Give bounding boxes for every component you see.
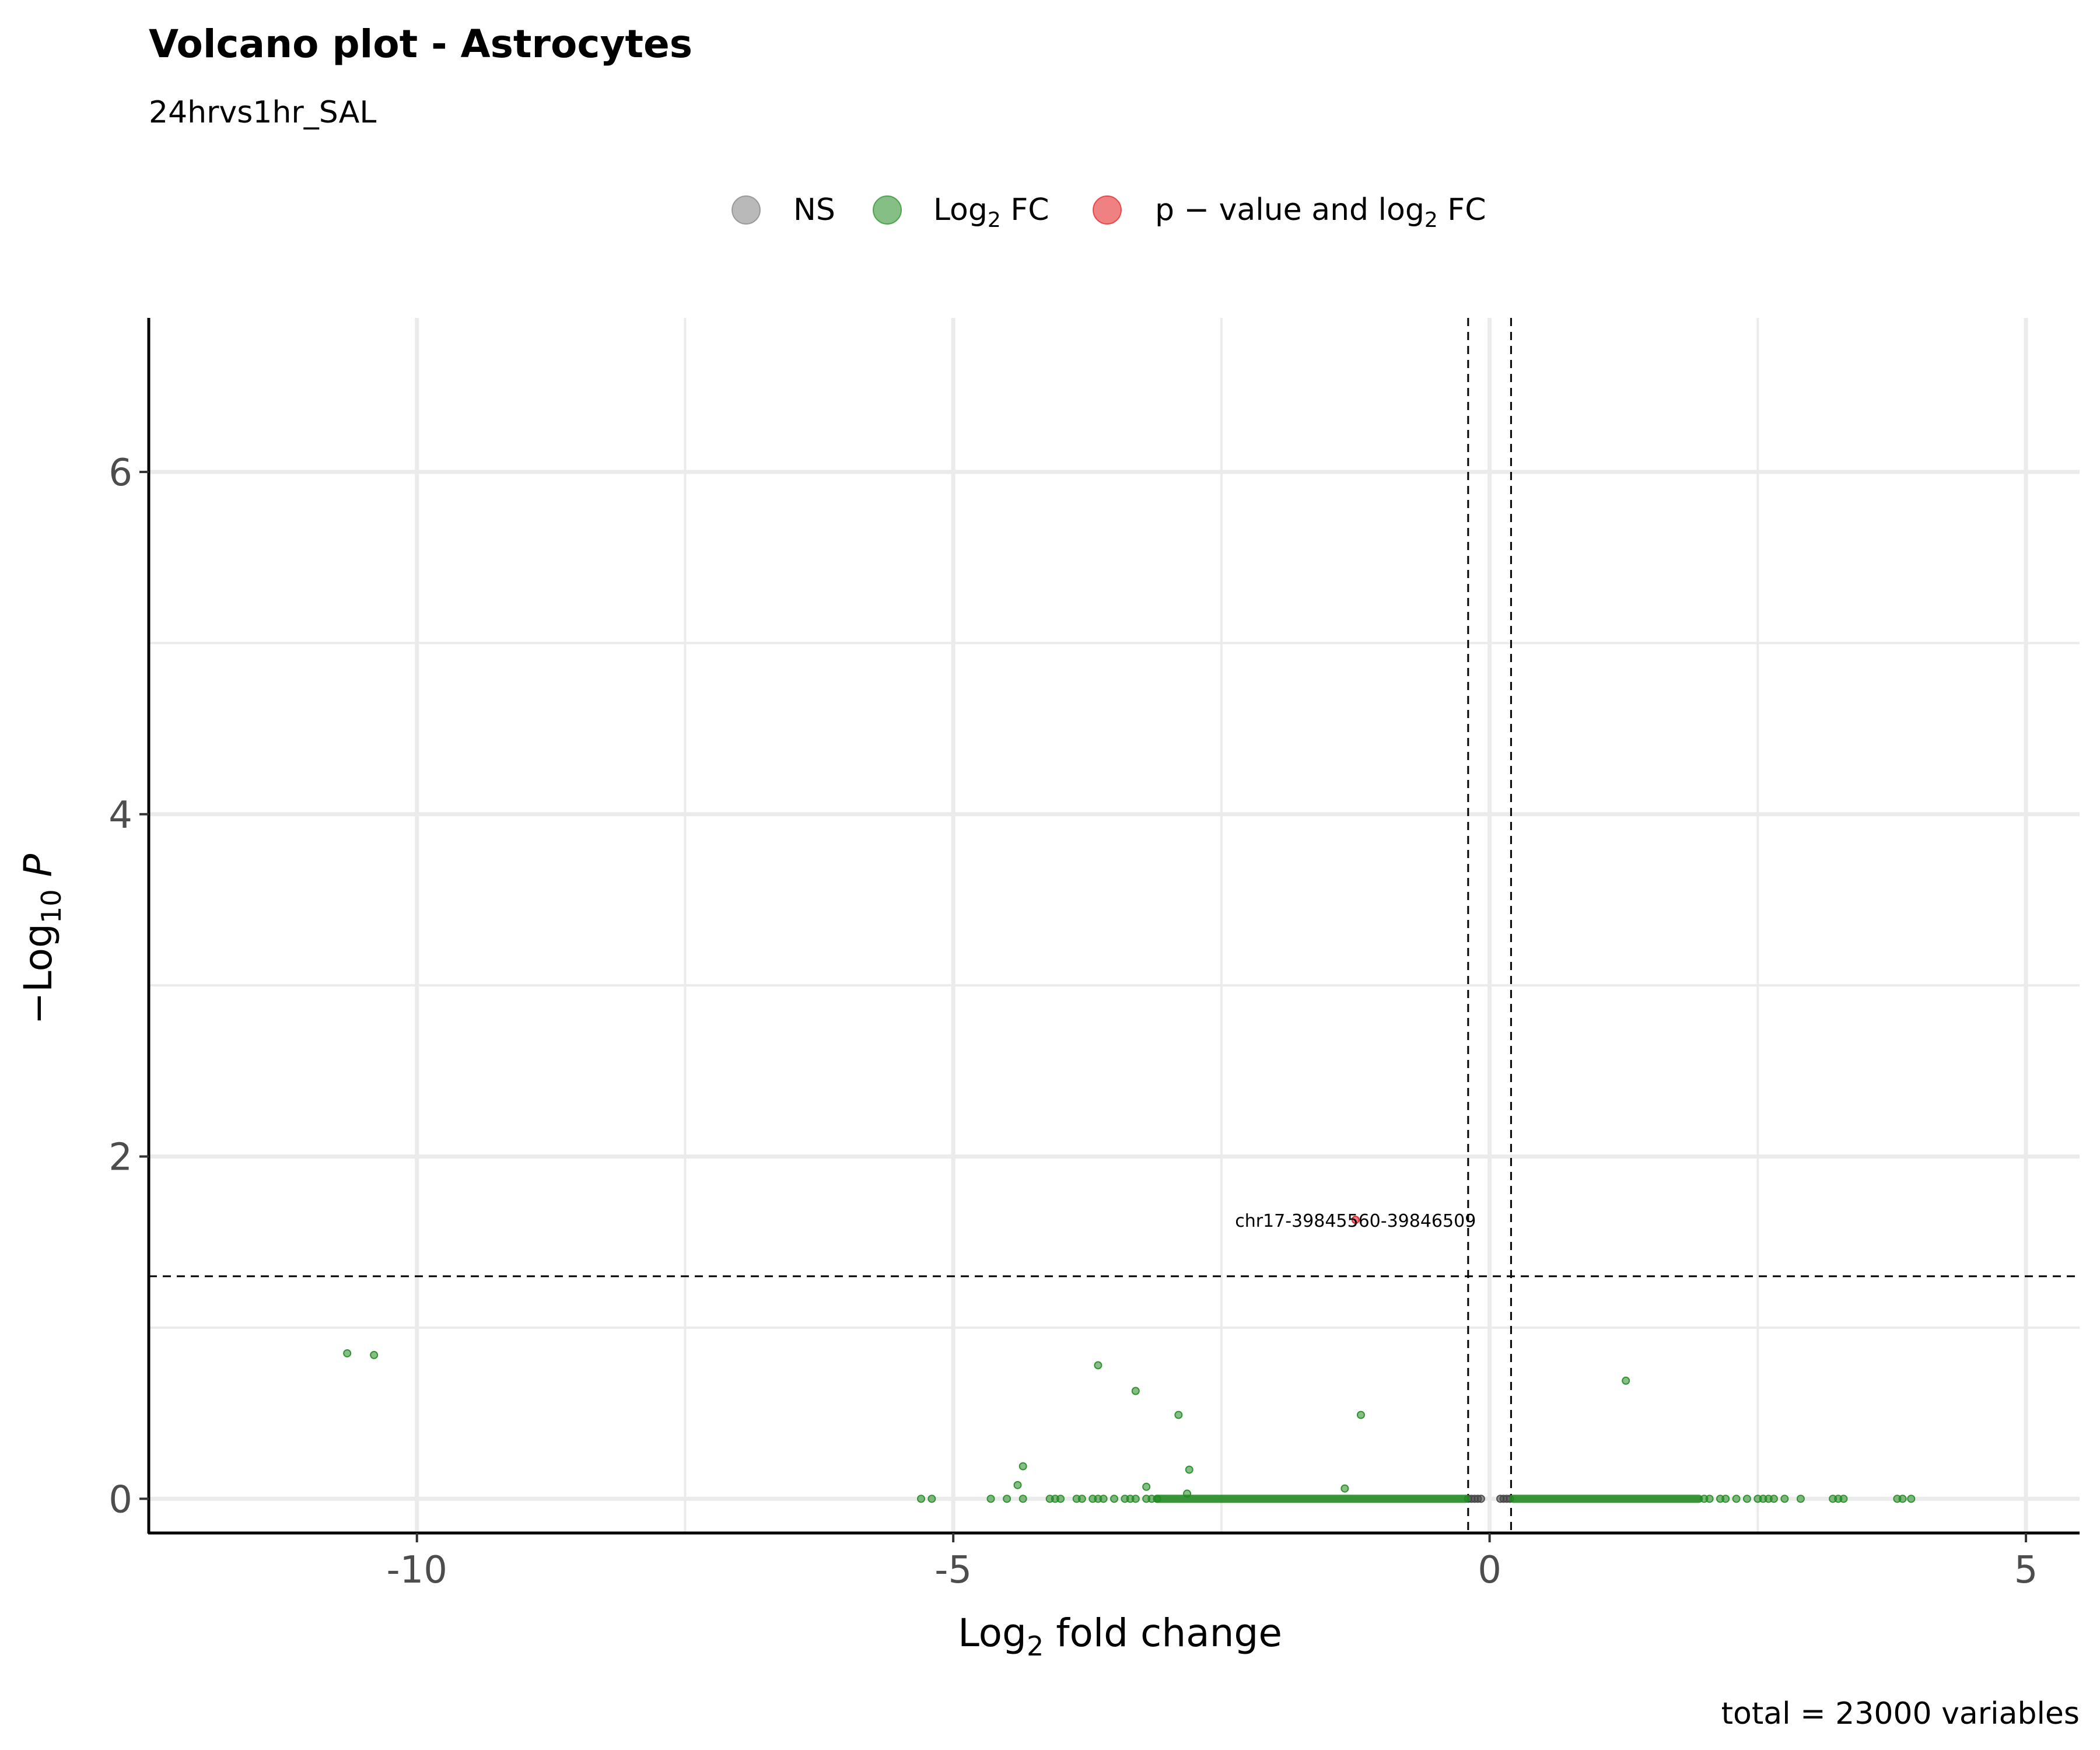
point-fc xyxy=(1732,1494,1741,1503)
point-fc xyxy=(1183,1489,1192,1498)
point-fc xyxy=(1110,1494,1118,1503)
point-fc xyxy=(1019,1494,1027,1503)
point-label: chr17-39845560-39846509 xyxy=(1235,1211,1476,1231)
y-tick-label: 6 xyxy=(108,452,132,495)
y-axis-label-sub: 10 xyxy=(36,890,67,924)
chart-title: Volcano plot - Astrocytes xyxy=(149,22,692,66)
y-axis-label-main: Log xyxy=(16,923,61,992)
x-axis-label-rest: fold change xyxy=(1044,1611,1282,1656)
x-axis-label-main: Log xyxy=(958,1611,1027,1656)
x-axis-label: Log2 fold change xyxy=(958,1611,1282,1662)
legend-key-fc xyxy=(873,195,902,225)
x-axis-label-sub: 2 xyxy=(1027,1630,1044,1662)
point-fc xyxy=(1356,1410,1365,1419)
point-fc xyxy=(1796,1494,1805,1503)
point-ns xyxy=(1476,1494,1485,1503)
point-fc xyxy=(1131,1387,1140,1395)
point-fc xyxy=(1131,1494,1140,1503)
point-fc xyxy=(1742,1494,1751,1503)
chart-subtitle: 24hrvs1hr_SAL xyxy=(149,95,376,130)
x-tick-label: 5 xyxy=(2014,1549,2038,1592)
point-fc xyxy=(1622,1376,1630,1385)
point-fc xyxy=(343,1349,352,1357)
point-fc xyxy=(1839,1494,1848,1503)
point-fc xyxy=(986,1494,995,1503)
point-fc xyxy=(1019,1462,1027,1471)
chart-caption: total = 23000 variables xyxy=(1721,1696,2080,1731)
y-tick-label: 4 xyxy=(108,794,132,837)
point-fc xyxy=(1013,1480,1022,1489)
legend-label-ns: NS xyxy=(793,192,835,228)
y-tick-label: 2 xyxy=(108,1136,132,1180)
legend-label-fc: Log2 FC xyxy=(933,192,1049,232)
point-fc xyxy=(1003,1494,1012,1503)
point-fc xyxy=(1898,1494,1907,1503)
point-p_fc xyxy=(1351,1216,1360,1224)
y-tick-label: 0 xyxy=(108,1478,132,1521)
legend: NS Log2 FC p − value and log2 FC xyxy=(732,192,1486,232)
point-fc xyxy=(1907,1494,1916,1503)
point-fc xyxy=(1056,1494,1065,1503)
legend-key-ns xyxy=(732,195,761,225)
x-tick-label: -10 xyxy=(386,1549,447,1592)
point-fc xyxy=(1721,1494,1730,1503)
point-fc xyxy=(1077,1494,1086,1503)
annotations: chr17-39845560-39846509 xyxy=(1235,1211,1476,1231)
point-fc xyxy=(928,1494,936,1503)
y-axis-label: −Log10 P xyxy=(16,854,67,1025)
point-fc xyxy=(1153,1494,1161,1503)
point-fc xyxy=(1174,1410,1183,1419)
point-fc xyxy=(1769,1494,1778,1503)
grid xyxy=(148,318,2080,1533)
legend-label-p_fc: p − value and log2 FC xyxy=(1155,192,1486,232)
ticks: -10 -5 0 5 0 2 4 6 xyxy=(108,452,2038,1592)
point-fc xyxy=(1142,1482,1151,1491)
point-fc xyxy=(1340,1484,1349,1493)
data-points xyxy=(343,1216,1916,1503)
legend-key-p_fc xyxy=(1093,195,1122,225)
point-fc xyxy=(1780,1494,1789,1503)
y-axis-label-italic: P xyxy=(16,854,61,877)
point-fc xyxy=(1185,1465,1194,1474)
y-axis-label-minus: − xyxy=(16,992,61,1024)
point-fc xyxy=(1099,1494,1108,1503)
point-fc xyxy=(1094,1361,1102,1370)
axes xyxy=(147,318,2080,1535)
x-tick-label: 0 xyxy=(1478,1549,1502,1592)
point-fc xyxy=(370,1350,379,1359)
cutoff-lines xyxy=(149,318,2080,1533)
point-fc xyxy=(1705,1494,1714,1503)
point-fc xyxy=(917,1494,925,1503)
x-tick-label: -5 xyxy=(935,1549,972,1592)
